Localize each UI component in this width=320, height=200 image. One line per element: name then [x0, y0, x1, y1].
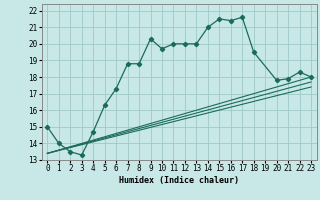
- X-axis label: Humidex (Indice chaleur): Humidex (Indice chaleur): [119, 176, 239, 185]
